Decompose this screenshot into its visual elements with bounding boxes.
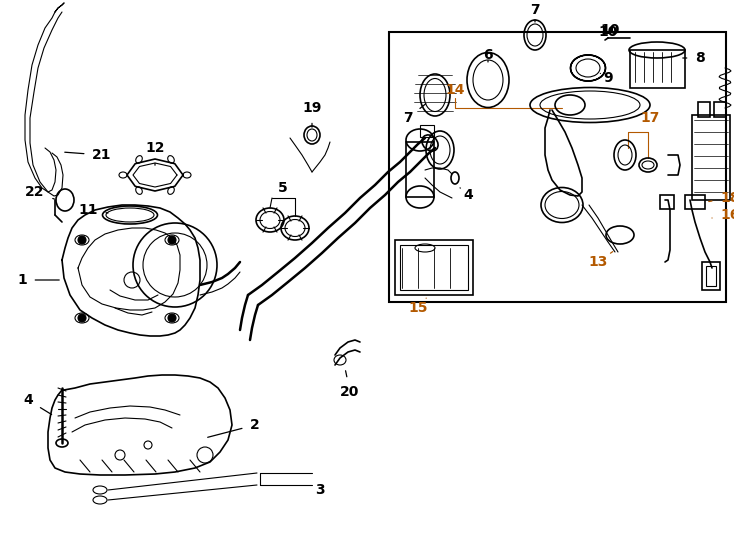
Text: 19: 19 — [302, 101, 321, 127]
Text: 4: 4 — [460, 188, 473, 202]
Text: 4: 4 — [23, 393, 51, 415]
Text: 14: 14 — [446, 83, 465, 97]
Text: 21: 21 — [65, 148, 112, 162]
Text: 8: 8 — [683, 51, 705, 65]
Bar — [420, 125, 434, 137]
Text: 3: 3 — [315, 483, 325, 497]
Bar — [660, 195, 674, 209]
Circle shape — [168, 314, 176, 322]
Bar — [714, 102, 726, 117]
Bar — [389, 32, 726, 302]
Bar — [692, 115, 730, 200]
Text: 13: 13 — [589, 252, 613, 269]
Text: 15: 15 — [408, 298, 428, 315]
Text: 7: 7 — [403, 104, 426, 125]
Text: 5: 5 — [278, 181, 288, 195]
Text: 1: 1 — [17, 273, 59, 287]
Bar — [706, 266, 716, 286]
Circle shape — [78, 314, 86, 322]
Text: 18: 18 — [709, 191, 734, 205]
Text: 7: 7 — [530, 3, 539, 22]
Bar — [400, 245, 468, 290]
Bar — [395, 240, 473, 295]
Text: 16: 16 — [712, 208, 734, 222]
Bar — [685, 195, 705, 209]
Circle shape — [78, 236, 86, 244]
Text: 17: 17 — [640, 111, 660, 125]
Text: 6: 6 — [483, 48, 493, 62]
Bar — [630, 50, 685, 88]
Text: 2: 2 — [208, 418, 260, 437]
Text: 10: 10 — [600, 23, 619, 37]
Text: 10: 10 — [598, 25, 618, 39]
Text: 11: 11 — [79, 203, 108, 217]
Text: 22: 22 — [25, 185, 54, 199]
Bar — [702, 262, 720, 290]
Text: 20: 20 — [341, 371, 360, 399]
Text: 12: 12 — [145, 141, 164, 165]
Circle shape — [168, 236, 176, 244]
Text: 9: 9 — [600, 71, 613, 85]
Bar — [406, 142, 434, 197]
Bar — [698, 102, 710, 117]
